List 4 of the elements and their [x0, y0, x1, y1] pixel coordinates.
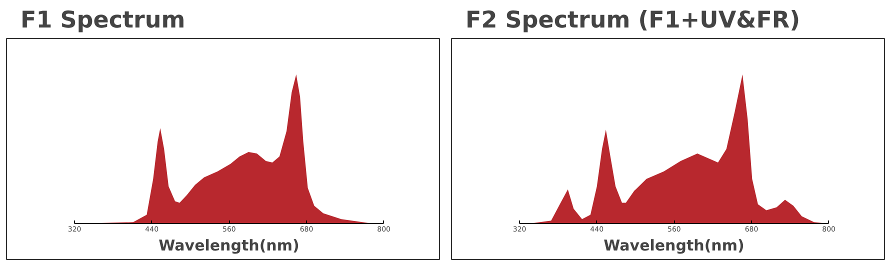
x-axis-title: Wavelength(nm) — [604, 236, 744, 254]
x-axis-title: Wavelength(nm) — [158, 236, 300, 254]
chart-title: F2 Spectrum (F1+UV&FR) — [466, 8, 800, 34]
chart-title: F1 Spectrum — [20, 8, 186, 34]
